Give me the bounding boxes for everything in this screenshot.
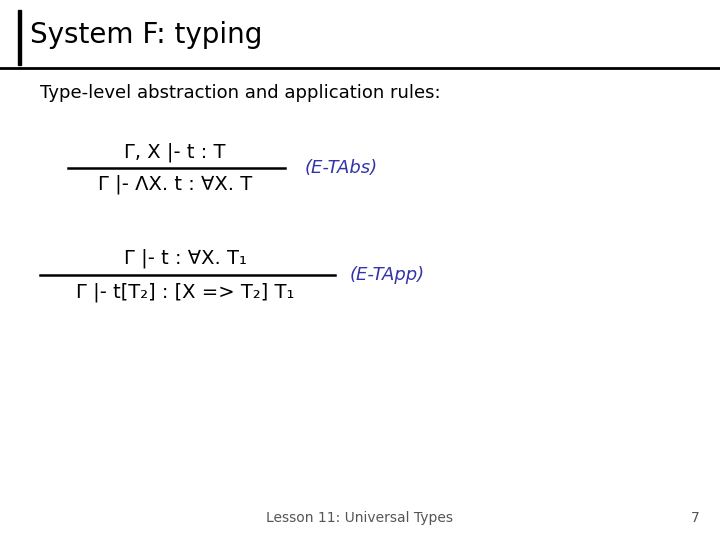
Bar [18, 10, 21, 65]
Text: (E-TAbs): (E-TAbs) [305, 159, 378, 177]
Text: Γ, X |- t : T: Γ, X |- t : T [125, 142, 226, 162]
Text: Type-level abstraction and application rules:: Type-level abstraction and application r… [40, 84, 441, 102]
Text: (E-TApp): (E-TApp) [350, 266, 425, 284]
Text: 7: 7 [690, 511, 699, 525]
Text: Γ |- t[T₂] : [X => T₂] T₁: Γ |- t[T₂] : [X => T₂] T₁ [76, 282, 294, 302]
Text: Γ |- t : ∀X. T₁: Γ |- t : ∀X. T₁ [124, 248, 246, 268]
Text: System F: typing: System F: typing [30, 21, 262, 49]
Text: Γ |- ΛX. t : ∀X. T: Γ |- ΛX. t : ∀X. T [98, 174, 252, 194]
Text: Lesson 11: Universal Types: Lesson 11: Universal Types [266, 511, 454, 525]
